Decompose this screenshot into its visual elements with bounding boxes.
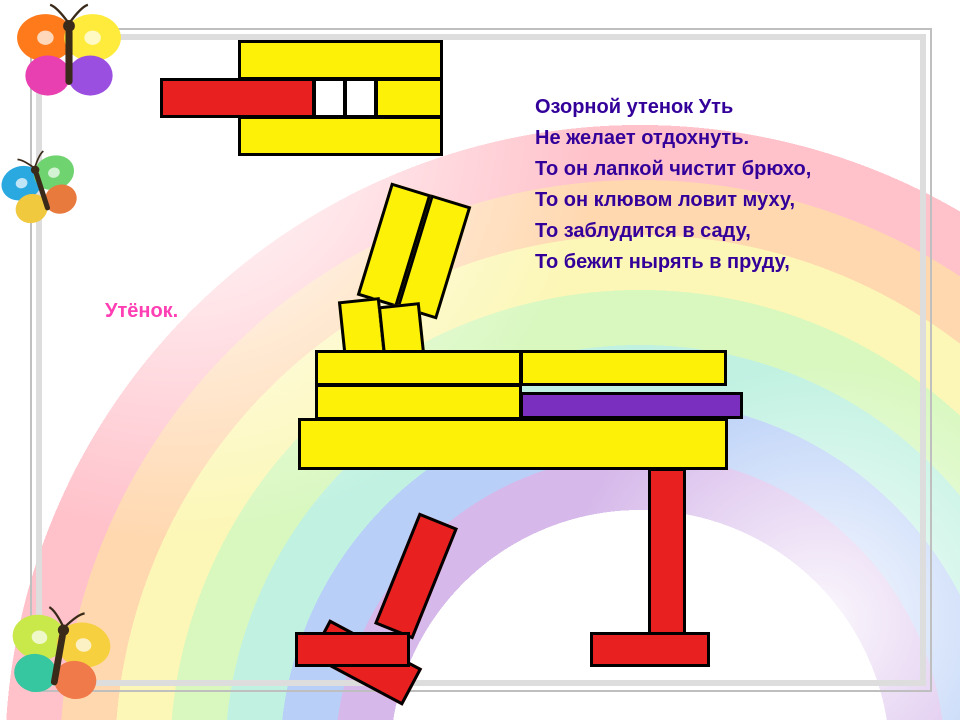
- eye-left-white: [313, 78, 346, 118]
- butterfly-top-left-icon: [10, 0, 128, 118]
- head-top-yellow: [238, 40, 443, 80]
- butterfly-bottom-left-icon: [2, 605, 114, 717]
- poem-block: Озорной утенок УтьНе желает отдохнуть.То…: [535, 92, 811, 278]
- poem-line: То заблудится в саду,: [535, 216, 811, 247]
- head-low-yellow: [238, 116, 443, 156]
- butterfly-mid-left-icon: [0, 150, 85, 235]
- head-right-yellow: [375, 78, 443, 118]
- foot-right-red: [590, 632, 710, 667]
- poem-line: То бежит нырять в пруду,: [535, 247, 811, 278]
- body-row3-wide: [298, 418, 728, 470]
- slide-stage: Утёнок. Озорной утенок УтьНе желает отдох…: [0, 0, 960, 720]
- poem-line: Озорной утенок Уть: [535, 92, 811, 123]
- poem-line: Не желает отдохнуть.: [535, 123, 811, 154]
- body-row2-left: [315, 384, 522, 420]
- eye-right-white: [344, 78, 377, 118]
- poem-line: То он лапкой чистит брюхо,: [535, 154, 811, 185]
- body-row1-left: [315, 350, 522, 386]
- foot-left-red: [295, 632, 410, 667]
- body-row1-right: [520, 350, 727, 386]
- leg-right-vert-red: [648, 468, 686, 640]
- poem-line: То он клювом ловит муху,: [535, 185, 811, 216]
- body-row2-right-purple: [520, 392, 743, 419]
- figure-title: Утёнок.: [105, 300, 178, 323]
- beak-red: [160, 78, 315, 118]
